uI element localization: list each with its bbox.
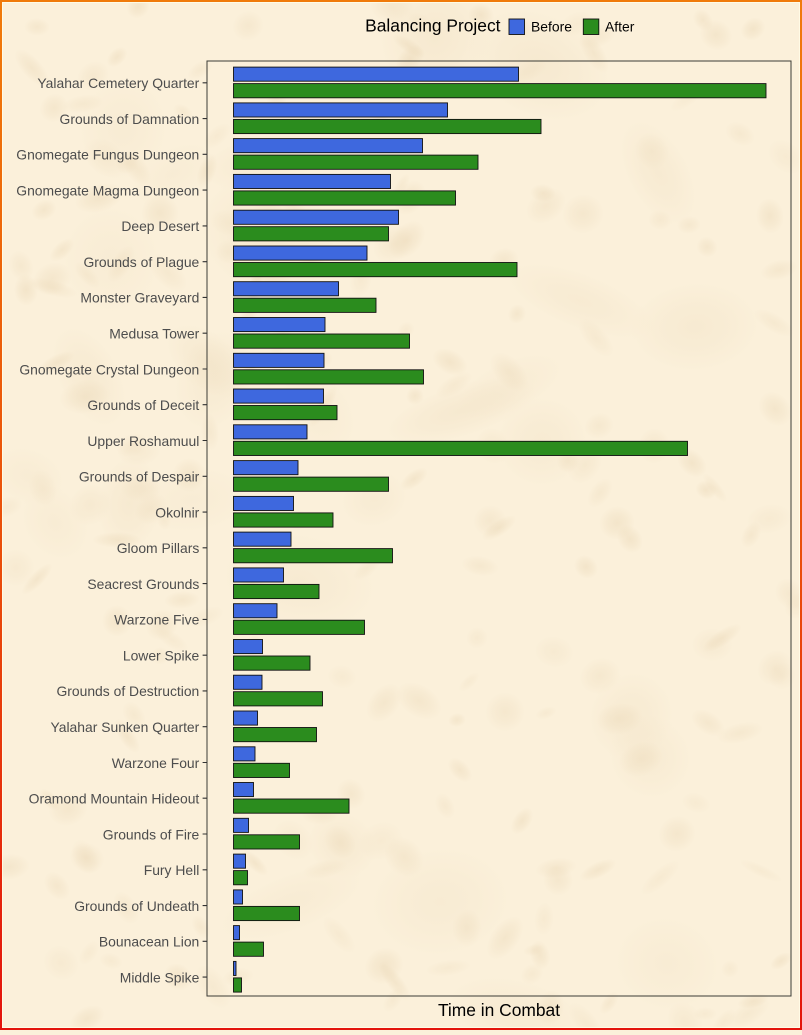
svg-text:Yalahar Cemetery Quarter: Yalahar Cemetery Quarter: [37, 75, 199, 91]
svg-text:Grounds of Destruction: Grounds of Destruction: [56, 683, 199, 699]
svg-text:Bounacean Lion: Bounacean Lion: [99, 934, 199, 950]
svg-text:Grounds of Despair: Grounds of Despair: [79, 469, 200, 485]
svg-text:Before: Before: [531, 18, 572, 34]
svg-text:Time in Combat: Time in Combat: [438, 1000, 560, 1020]
svg-text:Grounds of Deceit: Grounds of Deceit: [87, 397, 199, 413]
svg-text:Upper Roshamuul: Upper Roshamuul: [87, 433, 199, 449]
svg-text:Fury Hell: Fury Hell: [144, 862, 200, 878]
svg-text:Lower Spike: Lower Spike: [123, 648, 200, 664]
svg-text:Deep Desert: Deep Desert: [121, 218, 199, 234]
svg-text:Warzone Five: Warzone Five: [114, 612, 199, 628]
svg-text:Gloom Pillars: Gloom Pillars: [117, 540, 200, 556]
svg-text:Grounds of Plague: Grounds of Plague: [83, 254, 199, 270]
svg-text:Middle Spike: Middle Spike: [120, 969, 200, 985]
svg-text:Oramond Mountain Hideout: Oramond Mountain Hideout: [29, 791, 200, 807]
svg-text:Medusa Tower: Medusa Tower: [109, 326, 199, 342]
svg-text:Seacrest Grounds: Seacrest Grounds: [87, 576, 199, 592]
svg-text:Monster Graveyard: Monster Graveyard: [80, 290, 199, 306]
svg-text:Grounds of Undeath: Grounds of Undeath: [74, 898, 199, 914]
svg-text:Gnomegate Fungus Dungeon: Gnomegate Fungus Dungeon: [16, 147, 199, 163]
svg-text:Warzone Four: Warzone Four: [112, 755, 200, 771]
svg-text:Yalahar Sunken Quarter: Yalahar Sunken Quarter: [51, 719, 200, 735]
svg-text:After: After: [605, 18, 635, 34]
svg-text:Balancing Project: Balancing Project: [365, 16, 501, 36]
svg-text:Okolnir: Okolnir: [155, 504, 199, 520]
svg-text:Grounds of Damnation: Grounds of Damnation: [60, 111, 200, 127]
svg-text:Gnomegate Crystal Dungeon: Gnomegate Crystal Dungeon: [19, 361, 199, 377]
svg-text:Grounds of Fire: Grounds of Fire: [103, 826, 200, 842]
svg-text:Gnomegate Magma Dungeon: Gnomegate Magma Dungeon: [16, 182, 199, 198]
